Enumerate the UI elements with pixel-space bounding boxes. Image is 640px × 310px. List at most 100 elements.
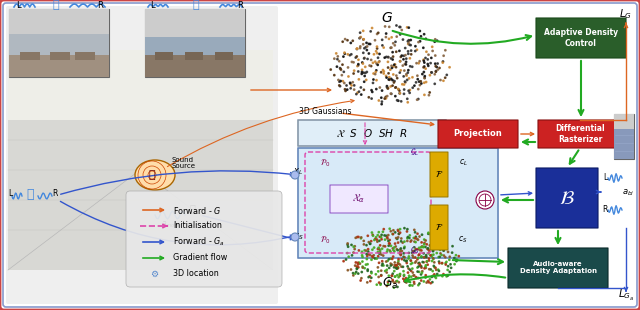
Point (401, 62, 411, 67)
Point (431, 64, 441, 69)
Point (343, 244, 353, 249)
Point (404, 38, 414, 43)
Point (419, 260, 429, 265)
Point (427, 44, 437, 49)
Point (387, 273, 397, 278)
Point (415, 79, 426, 84)
Point (387, 50, 397, 55)
Point (364, 51, 374, 56)
Point (329, 73, 339, 78)
Point (399, 279, 410, 284)
FancyBboxPatch shape (145, 37, 245, 77)
Point (410, 236, 420, 241)
Point (345, 53, 355, 58)
Text: R: R (602, 206, 608, 215)
Point (401, 72, 412, 77)
Point (378, 253, 388, 258)
Point (391, 23, 401, 28)
Point (416, 272, 426, 277)
Point (392, 285, 403, 290)
Point (342, 52, 353, 57)
Point (406, 48, 416, 53)
Point (433, 267, 444, 272)
Point (412, 73, 422, 78)
Point (418, 45, 428, 50)
Point (404, 76, 414, 81)
Point (384, 36, 394, 41)
Point (370, 59, 380, 64)
Point (394, 275, 404, 280)
Point (342, 38, 353, 43)
Point (393, 228, 403, 232)
Point (428, 243, 438, 248)
Point (383, 86, 393, 91)
Point (413, 77, 423, 82)
Point (386, 243, 396, 248)
Point (348, 38, 358, 43)
Point (427, 254, 437, 259)
Point (390, 244, 401, 249)
Point (354, 89, 364, 94)
Point (414, 269, 424, 274)
Text: 🎧: 🎧 (52, 0, 60, 10)
Point (438, 248, 449, 253)
Point (393, 266, 403, 271)
FancyBboxPatch shape (614, 114, 634, 129)
Point (366, 275, 376, 280)
Point (388, 72, 399, 77)
FancyBboxPatch shape (9, 55, 109, 77)
Point (394, 88, 404, 93)
Point (417, 255, 427, 259)
Point (437, 274, 447, 279)
Point (372, 237, 382, 242)
Point (354, 77, 364, 82)
FancyBboxPatch shape (614, 129, 634, 159)
Text: $\mathcal{F}$: $\mathcal{F}$ (435, 169, 443, 179)
Point (358, 50, 369, 55)
Point (386, 91, 396, 96)
Point (409, 228, 419, 232)
Point (403, 256, 413, 261)
Text: $\mathcal{G}_S$: $\mathcal{G}_S$ (410, 244, 420, 256)
Point (381, 96, 391, 101)
Point (380, 237, 390, 242)
Point (365, 253, 375, 258)
Point (353, 265, 364, 270)
Point (429, 265, 440, 270)
Point (420, 74, 430, 79)
Point (346, 41, 356, 46)
Point (362, 47, 372, 52)
Point (376, 70, 387, 75)
Point (419, 255, 429, 260)
Point (403, 236, 413, 241)
Point (381, 55, 392, 60)
Point (395, 59, 405, 64)
Point (367, 257, 377, 262)
Point (398, 57, 408, 62)
Point (416, 254, 426, 259)
Point (419, 32, 429, 37)
Point (416, 34, 426, 39)
Point (440, 48, 451, 53)
Point (439, 253, 449, 258)
Point (413, 40, 424, 45)
Point (349, 68, 359, 73)
Point (374, 234, 385, 239)
Point (396, 264, 406, 269)
Point (388, 254, 398, 259)
Point (412, 276, 422, 281)
Point (416, 81, 426, 86)
Point (375, 243, 385, 248)
FancyBboxPatch shape (438, 120, 518, 148)
Point (358, 61, 368, 66)
Point (394, 91, 404, 96)
Point (421, 253, 431, 258)
Point (371, 68, 381, 73)
Point (360, 248, 370, 253)
Point (395, 247, 405, 252)
Point (419, 255, 429, 260)
Point (422, 246, 433, 251)
Point (371, 69, 381, 74)
Point (394, 261, 404, 266)
Point (410, 49, 420, 54)
